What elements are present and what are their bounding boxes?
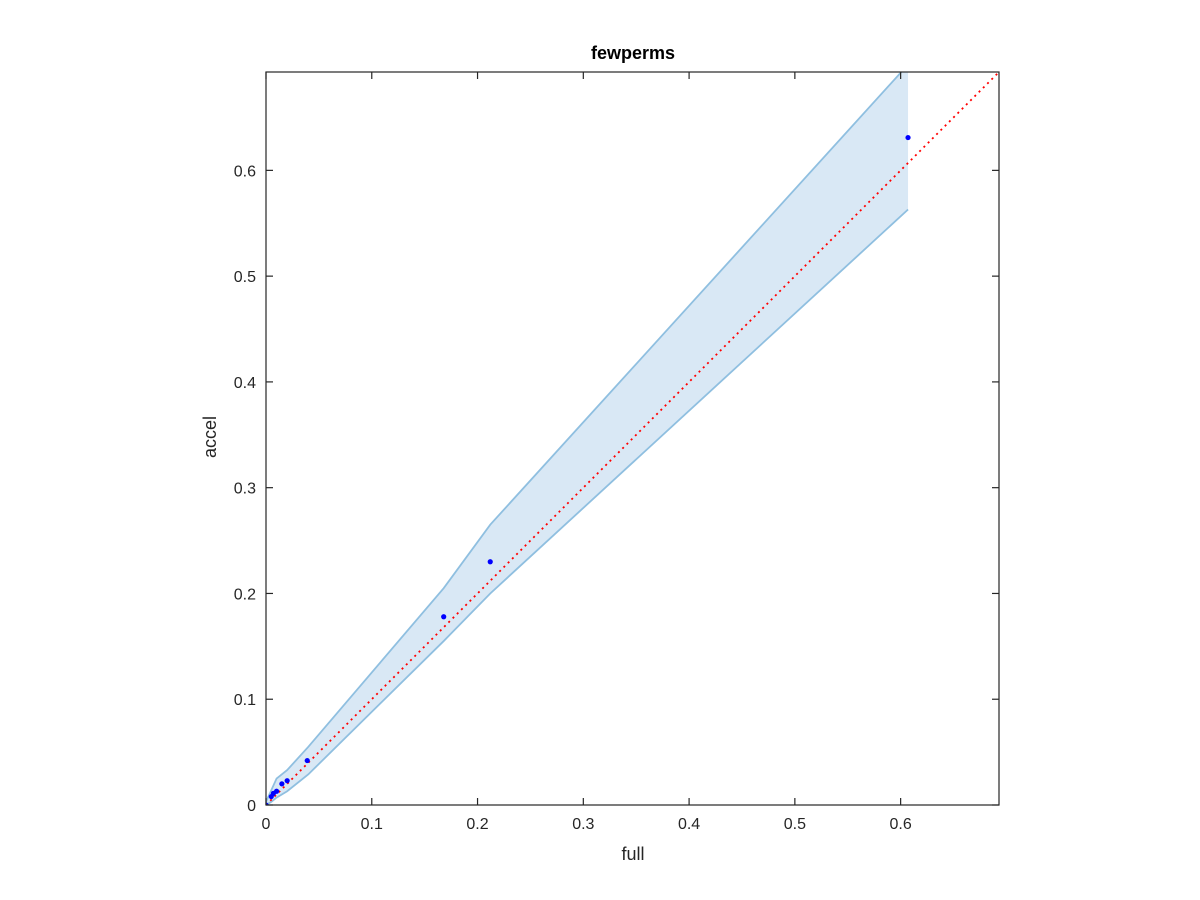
x-tick-label: 0.6 (890, 816, 912, 833)
y-axis-ticks: 0 0.1 0.2 0.3 0.4 0.5 0.6 (234, 163, 999, 815)
data-point (279, 781, 285, 787)
plot-area (265, 71, 1000, 806)
x-axis-label: full (621, 844, 644, 864)
x-axis-ticks: 0 0.1 0.2 0.3 0.4 0.5 0.6 (262, 72, 912, 833)
x-tick-label: 0.3 (572, 816, 594, 833)
data-point (905, 134, 911, 141)
y-tick-label: 0.3 (234, 481, 256, 498)
band-upper-edge (266, 72, 903, 803)
data-point (266, 802, 269, 805)
y-tick-label: 0 (247, 798, 256, 815)
band-lower-edge (266, 208, 909, 805)
x-tick-label: 0.2 (466, 816, 488, 833)
x-tick-label: 0.5 (784, 816, 806, 833)
plot-content (266, 72, 999, 805)
x-tick-label: 0.4 (678, 816, 700, 833)
data-point (284, 778, 290, 784)
axes-box (265, 71, 1000, 806)
y-tick-label: 0.6 (234, 163, 256, 180)
chart-title: fewperms (591, 43, 675, 63)
y-tick-label: 0.5 (234, 269, 256, 286)
y-tick-label: 0.4 (234, 375, 256, 392)
y-tick-label: 0.1 (234, 692, 256, 709)
data-point (273, 788, 280, 794)
y-axis-label: accel (200, 416, 220, 458)
confidence-band (266, 72, 909, 805)
data-point (304, 757, 310, 764)
data-point (441, 614, 447, 620)
x-tick-label: 0.1 (361, 816, 383, 833)
y-tick-label: 0.2 (234, 586, 256, 603)
x-tick-label: 0 (262, 816, 271, 833)
data-point (487, 559, 493, 565)
